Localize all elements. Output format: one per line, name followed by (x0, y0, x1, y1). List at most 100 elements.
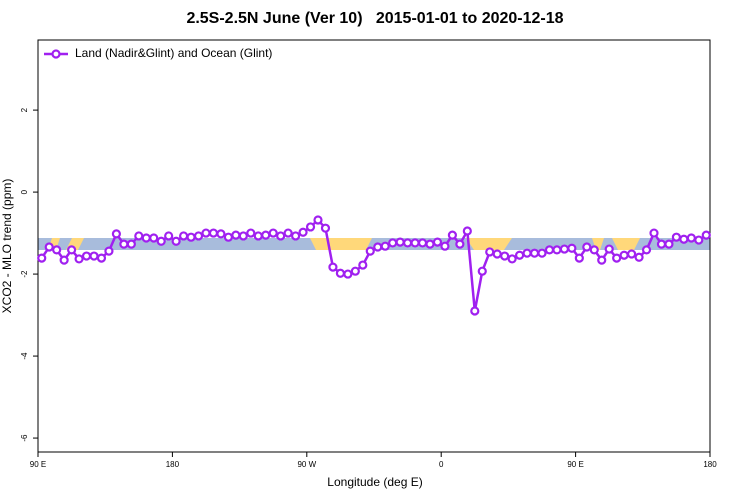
data-point (119, 239, 129, 249)
data-point (500, 251, 510, 261)
data-point (335, 268, 345, 278)
data-point (612, 253, 622, 263)
data-point (388, 238, 398, 248)
data-point (649, 228, 659, 238)
data-point (410, 238, 420, 248)
data-point (268, 228, 278, 238)
data-point (141, 233, 151, 243)
x-tick-label: 0 (439, 460, 444, 469)
data-point (679, 234, 689, 244)
data-point (507, 254, 517, 264)
y-tick-label: -4 (20, 352, 29, 360)
data-point (313, 215, 323, 225)
data-point (81, 251, 92, 261)
data-point (529, 248, 540, 258)
data-point (126, 239, 136, 249)
data-point (671, 232, 682, 242)
data-point (328, 262, 338, 272)
data-point (470, 306, 480, 316)
data-point (641, 245, 652, 255)
data-point (380, 241, 390, 251)
data-point (44, 242, 54, 252)
data-point (574, 253, 584, 263)
data-point (417, 238, 428, 248)
data-point (358, 260, 368, 270)
data-point (634, 252, 644, 262)
ocean-band (38, 238, 710, 250)
data-point (246, 228, 256, 238)
y-tick-label: 2 (20, 107, 29, 112)
data-point (59, 255, 69, 265)
data-point (156, 236, 166, 246)
data-point (52, 245, 62, 255)
data-point (223, 232, 233, 242)
data-point (462, 226, 472, 236)
x-axis-label: Longitude (deg E) (327, 475, 422, 489)
data-point (179, 231, 189, 241)
data-point (432, 237, 443, 247)
data-point (320, 223, 331, 233)
data-point (238, 231, 248, 241)
data-point (544, 245, 555, 255)
data-point (343, 269, 353, 279)
data-point (186, 232, 196, 242)
data-point (276, 231, 286, 241)
data-point (111, 229, 122, 239)
data-point (365, 246, 375, 256)
data-point (589, 245, 599, 255)
surface-band (38, 238, 710, 250)
data-point (567, 243, 577, 253)
data-point (485, 247, 495, 257)
data-point (283, 228, 293, 238)
x-tick-label: 90 E (567, 460, 583, 469)
data-point (686, 233, 696, 243)
data-point (193, 231, 204, 241)
legend-marker (51, 49, 61, 59)
data-point (96, 253, 107, 263)
x-tick-label: 90 W (297, 460, 316, 469)
data-point (253, 231, 263, 241)
data-point (522, 248, 532, 258)
data-point (350, 266, 360, 276)
data-point (582, 242, 592, 252)
data-point (455, 239, 465, 249)
data-point (201, 228, 211, 238)
data-point (626, 249, 637, 259)
data-point (403, 238, 413, 248)
x-tick-label: 180 (703, 460, 717, 469)
data-point (291, 231, 301, 241)
x-tick-label: 180 (166, 460, 180, 469)
y-tick-label: -2 (20, 270, 29, 278)
x-tick-label: 90 E (30, 460, 46, 469)
land-band (612, 238, 640, 250)
data-point (37, 253, 47, 263)
data-point (298, 227, 308, 237)
data-point (74, 254, 84, 264)
data-point (514, 250, 525, 260)
legend-label: Land (Nadir&Glint) and Ocean (Glint) (75, 46, 272, 60)
data-point (537, 248, 547, 258)
data-point (373, 242, 383, 252)
data-point (656, 239, 667, 249)
y-tick-label: -6 (20, 434, 29, 442)
data-point (619, 250, 629, 260)
data-point (440, 241, 450, 251)
data-point (559, 244, 570, 254)
data-point (395, 237, 405, 247)
data-point (261, 230, 271, 240)
data-point (597, 255, 607, 265)
data-point (66, 245, 77, 255)
data-point (216, 229, 226, 239)
data-point (477, 266, 487, 276)
data-point (305, 222, 316, 232)
y-tick-label: 0 (20, 189, 29, 194)
data-point (552, 245, 562, 255)
data-point (149, 233, 159, 243)
data-point (425, 239, 435, 249)
data-point (492, 249, 502, 259)
data-point (171, 236, 181, 246)
data-point (447, 230, 457, 240)
chart-title: 2.5S-2.5N June (Ver 10) 2015-01-01 to 20… (186, 10, 563, 27)
data-point (694, 235, 704, 245)
